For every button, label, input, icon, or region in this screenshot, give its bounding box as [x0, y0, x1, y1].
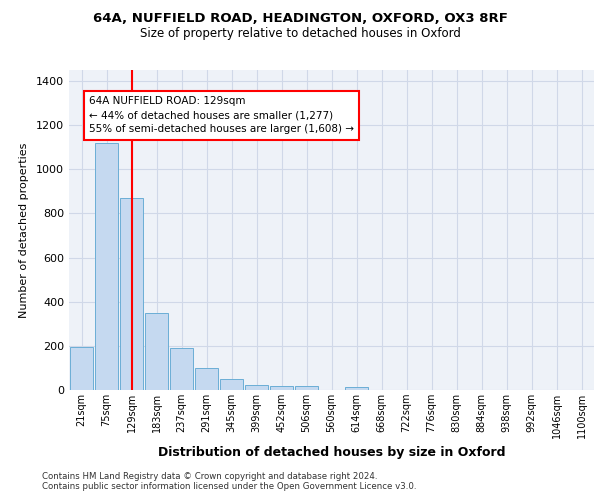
Bar — [170, 348, 193, 390]
Bar — [245, 385, 268, 390]
Bar — [295, 386, 318, 390]
Text: 64A, NUFFIELD ROAD, HEADINGTON, OXFORD, OX3 8RF: 64A, NUFFIELD ROAD, HEADINGTON, OXFORD, … — [92, 12, 508, 26]
Y-axis label: Number of detached properties: Number of detached properties — [19, 142, 29, 318]
Text: Size of property relative to detached houses in Oxford: Size of property relative to detached ho… — [140, 28, 460, 40]
Bar — [95, 143, 118, 390]
Bar — [270, 386, 293, 390]
X-axis label: Distribution of detached houses by size in Oxford: Distribution of detached houses by size … — [158, 446, 505, 460]
Bar — [345, 388, 368, 390]
Bar — [220, 379, 243, 390]
Text: Contains HM Land Registry data © Crown copyright and database right 2024.: Contains HM Land Registry data © Crown c… — [42, 472, 377, 481]
Text: 64A NUFFIELD ROAD: 129sqm
← 44% of detached houses are smaller (1,277)
55% of se: 64A NUFFIELD ROAD: 129sqm ← 44% of detac… — [89, 96, 354, 134]
Bar — [70, 347, 93, 390]
Text: Contains public sector information licensed under the Open Government Licence v3: Contains public sector information licen… — [42, 482, 416, 491]
Bar — [120, 198, 143, 390]
Bar — [195, 368, 218, 390]
Bar — [145, 313, 168, 390]
